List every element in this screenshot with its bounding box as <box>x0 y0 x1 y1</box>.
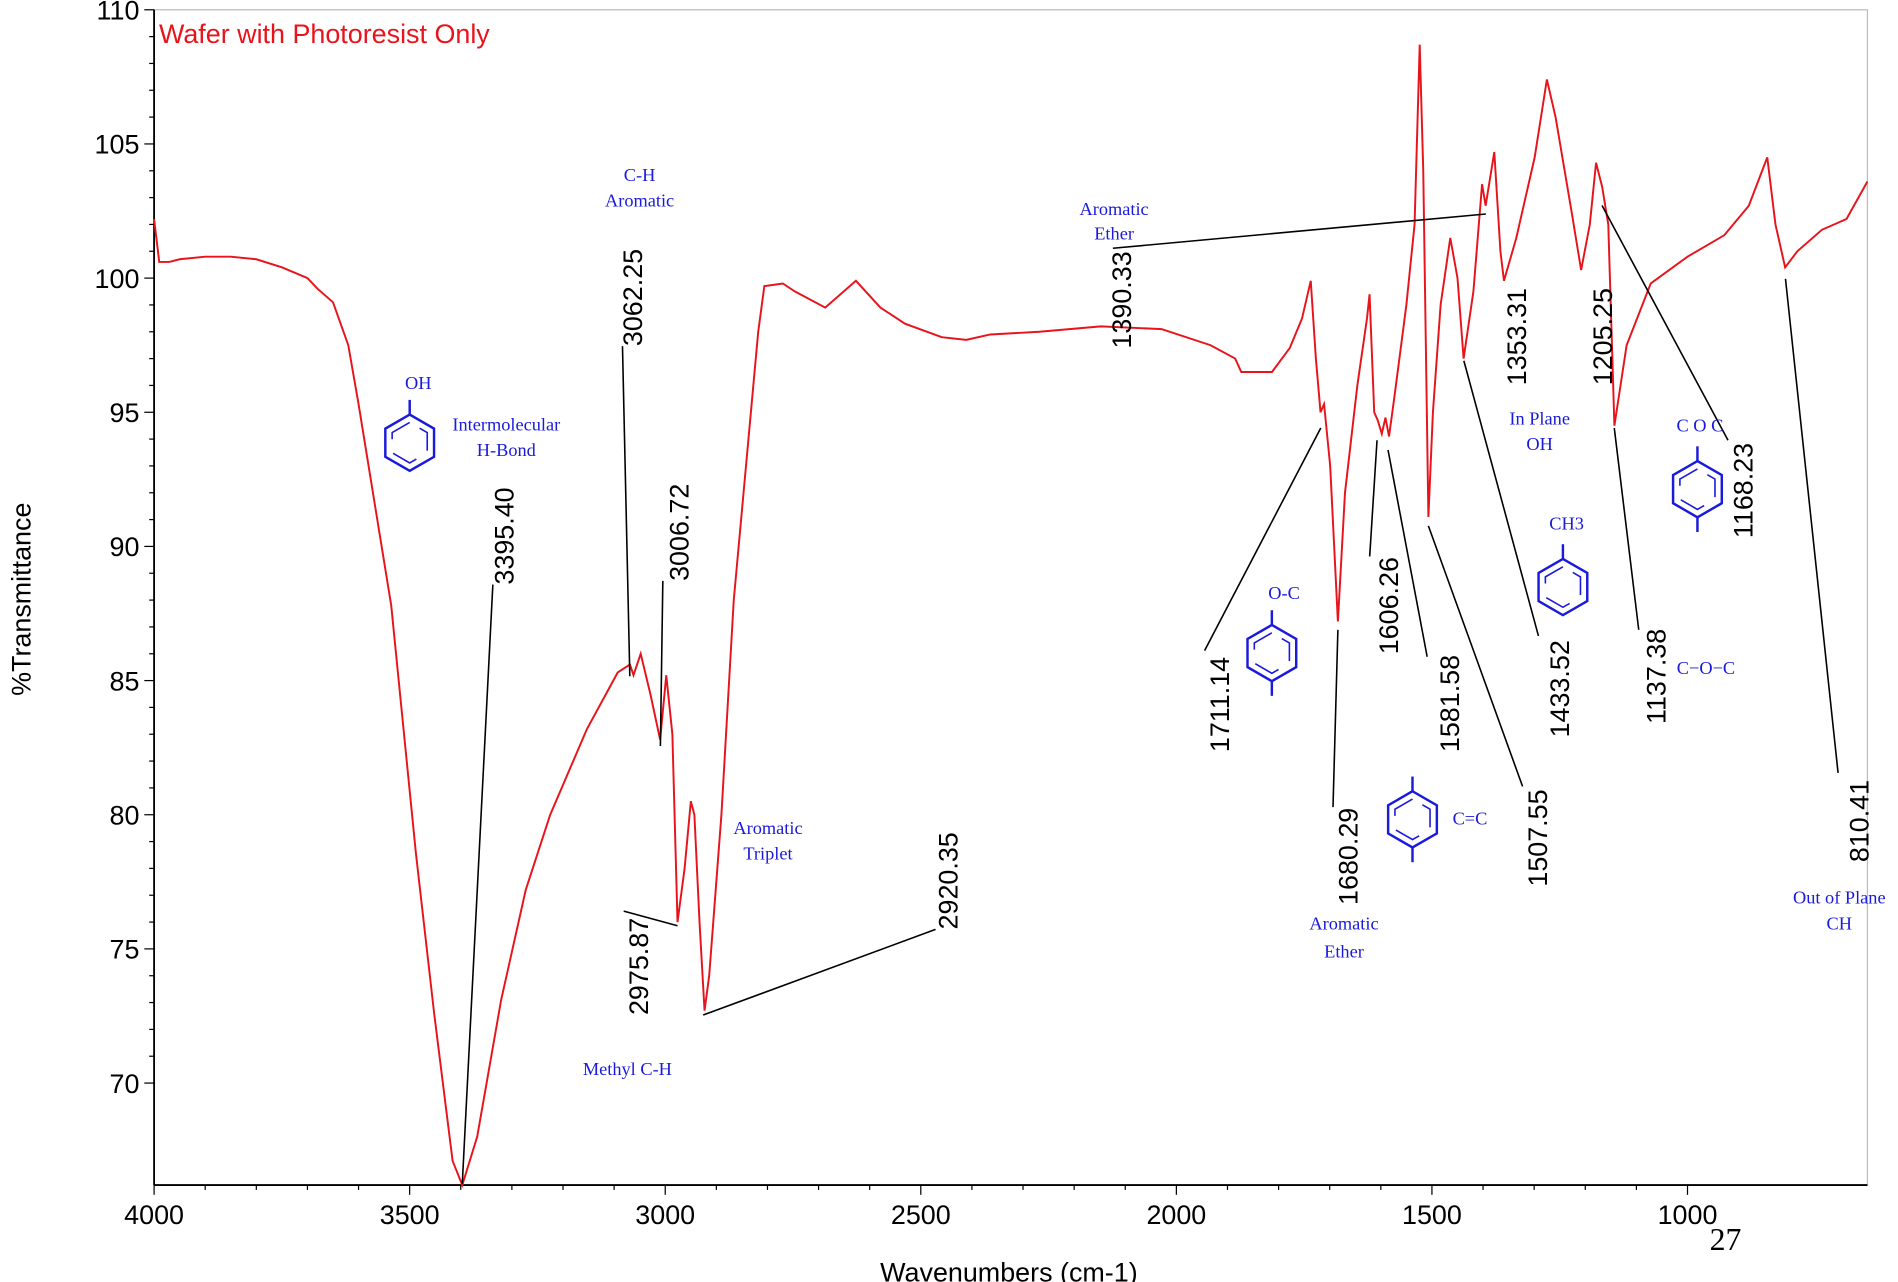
peak-label: 3395.40 <box>490 487 520 584</box>
ring-inner <box>1679 468 1716 511</box>
x-axis-label: Wavenumbers (cm-1) <box>880 1258 1138 1282</box>
leader-line <box>623 910 678 927</box>
annotation: CH <box>1827 913 1852 933</box>
annotation: OH <box>1526 434 1552 454</box>
peak-label: 3006.72 <box>665 484 695 581</box>
peak-label: 1606.26 <box>1374 557 1404 654</box>
y-tick-label: 80 <box>109 801 139 831</box>
leader-line <box>1387 449 1428 657</box>
y-tick-label: 75 <box>109 935 139 965</box>
annotation: H-Bond <box>477 440 536 460</box>
y-tick-label: 105 <box>95 130 140 160</box>
plot-frame <box>153 9 1869 1186</box>
annotation: Aromatic <box>733 818 802 838</box>
spectrum-line <box>153 44 1869 1188</box>
annotation: Methyl C-H <box>583 1059 672 1079</box>
annotation: Aromatic <box>1309 913 1378 933</box>
leader-line <box>1368 440 1378 557</box>
peak-label: 1507.55 <box>1523 789 1553 886</box>
ring-inner <box>1544 565 1582 609</box>
x-tick-label: 3000 <box>635 1200 695 1230</box>
y-tick-label: 95 <box>109 398 139 428</box>
page-number: 27 <box>1710 1222 1742 1257</box>
annotation: Aromatic <box>1079 199 1148 219</box>
leader-line <box>659 580 664 747</box>
annotation: O-C <box>1268 583 1300 603</box>
x-tick-label: 2500 <box>891 1200 951 1230</box>
annotation: C-H <box>624 165 656 185</box>
peak-label: 1711.14 <box>1205 657 1235 752</box>
annotation: C−O−C <box>1677 658 1735 678</box>
y-tick-label: 85 <box>109 666 139 696</box>
ring-icon <box>384 413 436 473</box>
peak-label: 1353.31 <box>1502 288 1532 385</box>
peak-label: 1205.25 <box>1588 288 1618 385</box>
leader-line <box>1427 525 1524 787</box>
annotation: C O C <box>1676 416 1723 436</box>
annotation: In Plane <box>1509 408 1570 428</box>
leader-line <box>1332 629 1339 808</box>
annotation: Ether <box>1324 942 1364 962</box>
leader-line <box>1601 205 1729 441</box>
x-tick-label: 1000 <box>1658 1200 1718 1230</box>
ring-icon <box>1537 557 1589 617</box>
ring-inner <box>1394 798 1431 841</box>
x-tick-label: 4000 <box>124 1200 184 1230</box>
peak-label: 810.41 <box>1845 780 1875 862</box>
y-axis-label: %Transmittance <box>7 503 37 696</box>
peak-label: 1433.52 <box>1545 640 1575 737</box>
y-tick-label: 100 <box>95 264 140 294</box>
annotation: OH <box>405 373 431 393</box>
x-tick-label: 2000 <box>1146 1200 1206 1230</box>
chart-title: Wafer with Photoresist Only <box>159 19 490 49</box>
peak-label: 1680.29 <box>1333 808 1363 905</box>
peak-label: 1168.23 <box>1728 443 1758 538</box>
leader-line <box>1784 278 1839 773</box>
peak-label: 1390.33 <box>1107 251 1137 348</box>
ring-inner <box>391 421 429 464</box>
leader-line <box>1463 360 1540 637</box>
leader-line <box>1112 213 1486 250</box>
leader-line <box>702 928 936 1016</box>
peak-label: 2920.35 <box>934 832 964 929</box>
x-tick-label: 3500 <box>380 1200 440 1230</box>
leader-line <box>461 584 494 1184</box>
annotation: Aromatic <box>605 191 674 211</box>
peak-label: 1581.58 <box>1435 655 1465 752</box>
annotation: C=C <box>1453 808 1488 828</box>
leader-line <box>621 346 631 677</box>
annotation: Ether <box>1094 224 1134 244</box>
peak-label: 1137.38 <box>1642 629 1672 724</box>
x-tick-label: 1500 <box>1402 1200 1462 1230</box>
leader-line <box>1203 427 1322 651</box>
peak-label: 3062.25 <box>618 249 648 346</box>
ring-inner <box>1253 631 1291 675</box>
annotation: Intermolecular <box>452 414 560 434</box>
leader-line <box>1613 427 1640 630</box>
y-tick-label: 110 <box>97 0 140 26</box>
y-tick-label: 90 <box>109 532 139 562</box>
peak-label: 2975.87 <box>624 918 654 1015</box>
annotation: Out of Plane <box>1793 888 1886 908</box>
annotation: Triplet <box>743 844 792 864</box>
y-tick-label: 70 <box>109 1069 139 1099</box>
annotation: CH3 <box>1549 514 1584 534</box>
